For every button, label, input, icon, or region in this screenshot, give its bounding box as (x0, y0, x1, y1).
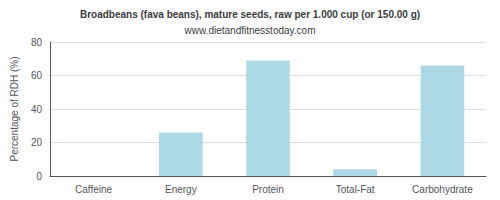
svg-text:Total-Fat: Total-Fat (336, 184, 375, 195)
svg-text:60: 60 (31, 70, 43, 81)
svg-text:Broadbeans (fava beans), matur: Broadbeans (fava beans), mature seeds, r… (80, 9, 420, 20)
svg-text:Energy: Energy (165, 184, 197, 195)
svg-text:www.dietandfitnesstoday.com: www.dietandfitnesstoday.com (184, 25, 316, 36)
svg-text:40: 40 (31, 104, 43, 115)
svg-text:80: 80 (31, 37, 43, 48)
svg-text:Percentage of RDH (%): Percentage of RDH (%) (9, 56, 20, 161)
svg-text:Protein: Protein (252, 184, 284, 195)
svg-text:0: 0 (36, 171, 42, 182)
svg-text:Caffeine: Caffeine (75, 184, 113, 195)
svg-text:Carbohydrate: Carbohydrate (412, 184, 473, 195)
svg-text:20: 20 (31, 137, 43, 148)
